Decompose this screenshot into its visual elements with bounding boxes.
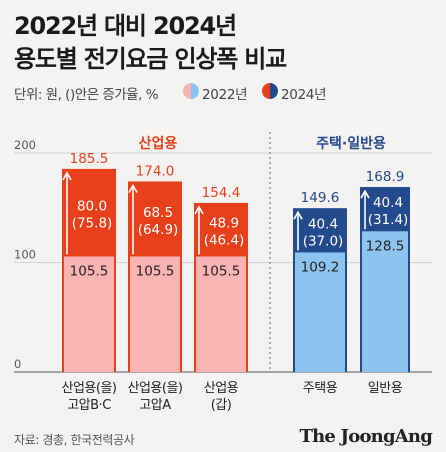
increase-arrow-head xyxy=(194,205,204,215)
x-tick-label: 산업용(을) xyxy=(128,381,183,396)
y-tick-label: 0 xyxy=(14,357,21,371)
y-tick-label: 100 xyxy=(14,248,36,262)
increase-value-label: 40.4 xyxy=(373,195,403,211)
value-label-2022: 109.2 xyxy=(301,259,340,275)
value-label-2022: 105.5 xyxy=(136,263,175,279)
value-label-2024: 154.4 xyxy=(202,185,241,201)
increase-value-label: 48.9 xyxy=(209,216,239,232)
x-tick-label: (갑) xyxy=(211,398,232,413)
value-label-2022: 105.5 xyxy=(70,263,109,279)
value-label-2022: 128.5 xyxy=(366,238,405,254)
group-label-residential: 주택·일반용 xyxy=(316,135,386,152)
y-tick-label: 200 xyxy=(14,138,36,152)
value-label-2024: 149.6 xyxy=(301,190,340,206)
increase-arrow-head xyxy=(62,171,72,181)
x-tick-label: 고압A xyxy=(139,398,171,413)
increase-value-label: 80.0 xyxy=(77,199,107,215)
brand-logo: The JoongAng xyxy=(299,426,433,447)
value-label-2024: 185.5 xyxy=(70,151,109,167)
x-tick-label: 산업용(을) xyxy=(62,381,117,396)
increase-value-label: 68.5 xyxy=(143,205,173,221)
x-tick-label: 주택용 xyxy=(303,381,338,396)
x-tick-label: 일반용 xyxy=(368,381,403,396)
chart-title-line2: 용도별 전기요금 인상폭 비교 xyxy=(14,45,287,73)
group-label-industrial: 산업용 xyxy=(139,135,178,152)
increase-arrow-head xyxy=(360,189,370,199)
increase-value-label: 40.4 xyxy=(308,216,338,232)
bar-2022 xyxy=(295,252,345,372)
legend-2022-label: 2022년 xyxy=(202,87,248,103)
chart-title-line1: 2022년 대비 2024년 xyxy=(14,12,237,40)
increase-pct-label: (31.4) xyxy=(368,212,409,228)
increase-arrow-head xyxy=(293,210,303,220)
value-label-2024: 174.0 xyxy=(136,163,175,179)
value-label-2024: 168.9 xyxy=(366,169,405,185)
source-note: 자료: 경총, 한국전력공사 xyxy=(14,433,135,447)
legend-2024-label: 2024년 xyxy=(281,87,327,103)
increase-pct-label: (75.8) xyxy=(72,216,113,232)
value-label-2022: 105.5 xyxy=(202,263,241,279)
x-tick-label: 고압B·C xyxy=(67,398,111,413)
bar-2022 xyxy=(362,231,408,372)
bar-2022 xyxy=(196,256,246,372)
x-tick-label: 산업용 xyxy=(204,381,239,396)
legend-2024-icon xyxy=(262,83,278,99)
unit-note: 단위: 원, ()안은 증가율, % xyxy=(14,87,159,103)
increase-pct-label: (37.0) xyxy=(303,233,344,249)
increase-arrow-head xyxy=(128,183,138,193)
bar-2022 xyxy=(64,256,114,372)
increase-pct-label: (46.4) xyxy=(204,233,245,249)
increase-pct-label: (64.9) xyxy=(138,222,179,238)
bar-2022 xyxy=(130,256,180,372)
legend-2022-icon xyxy=(183,83,199,99)
